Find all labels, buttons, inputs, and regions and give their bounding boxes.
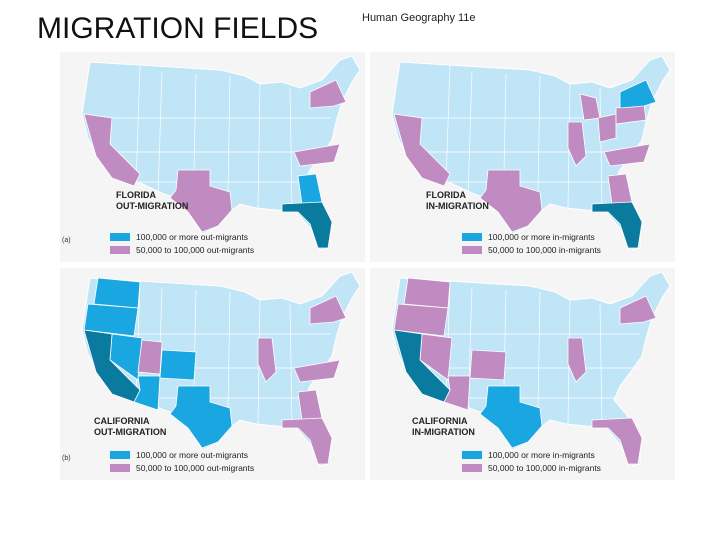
panel-title: CALIFORNIA (94, 416, 150, 426)
legend-text: 100,000 or more in-migrants (488, 450, 595, 460)
legend-swatch (110, 246, 130, 254)
state (159, 349, 197, 381)
legend-swatch (110, 233, 130, 241)
legend-text: 50,000 to 100,000 in-migrants (488, 245, 601, 255)
panel-title: FLORIDA (116, 190, 156, 200)
panel-title: FLORIDA (426, 190, 466, 200)
state (597, 113, 617, 143)
map-panel: FLORIDA IN-MIGRATION 100,000 or more in-… (370, 52, 675, 262)
legend-swatch (462, 451, 482, 459)
panel-label: (b) (62, 455, 71, 462)
map-panel: CALIFORNIA IN-MIGRATION 100,000 or more … (370, 268, 675, 480)
legend-text: 100,000 or more out-migrants (136, 450, 248, 460)
slide-subtitle: Human Geography 11e (362, 12, 476, 24)
legend-swatch (462, 246, 482, 254)
slide-title: MIGRATION FIELDS (37, 12, 318, 45)
state (403, 277, 451, 309)
map-panel: FLORIDA OUT-MIGRATION (a) 100,000 or mor… (60, 52, 365, 262)
state (93, 277, 141, 309)
legend-swatch (110, 464, 130, 472)
legend-text: 50,000 to 100,000 out-migrants (136, 245, 254, 255)
panel-label: (a) (62, 237, 71, 244)
legend-swatch (462, 233, 482, 241)
legend-text: 100,000 or more out-migrants (136, 232, 248, 242)
map-panel: CALIFORNIA OUT-MIGRATION (b) 100,000 or … (60, 268, 365, 480)
panel-title: CALIFORNIA (412, 416, 468, 426)
legend-swatch (462, 464, 482, 472)
panel-title: OUT-MIGRATION (116, 201, 188, 211)
legend-text: 50,000 to 100,000 out-migrants (136, 463, 254, 473)
panel-title: IN-MIGRATION (412, 427, 475, 437)
legend-text: 50,000 to 100,000 in-migrants (488, 463, 601, 473)
panel-title: OUT-MIGRATION (94, 427, 166, 437)
panel-title: IN-MIGRATION (426, 201, 489, 211)
state (469, 349, 507, 381)
state (137, 339, 163, 375)
legend-swatch (110, 451, 130, 459)
legend-text: 100,000 or more in-migrants (488, 232, 595, 242)
